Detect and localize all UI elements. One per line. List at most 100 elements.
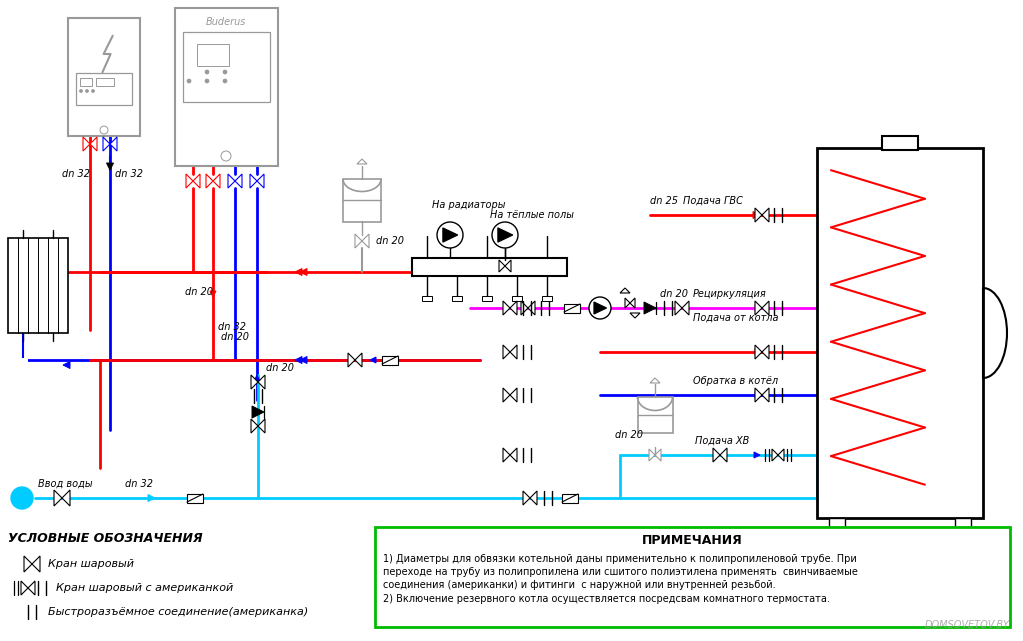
Text: dn 20: dn 20 [660, 289, 688, 299]
Polygon shape [28, 581, 35, 595]
Bar [512, 296, 522, 301]
Polygon shape [755, 392, 762, 399]
Polygon shape [362, 234, 369, 248]
Bar [68, 18, 140, 136]
Bar [197, 44, 229, 66]
Polygon shape [762, 301, 769, 315]
Text: На тёплые полы: На тёплые полы [490, 210, 574, 220]
Circle shape [589, 297, 611, 319]
Polygon shape [110, 137, 117, 151]
Bar [882, 136, 918, 150]
Bar [542, 296, 552, 301]
Polygon shape [762, 208, 769, 222]
Polygon shape [83, 137, 90, 151]
Bar [76, 73, 132, 105]
Polygon shape [762, 388, 769, 402]
Text: dn 32: dn 32 [218, 322, 246, 332]
Polygon shape [295, 269, 302, 276]
Circle shape [205, 79, 209, 83]
Circle shape [86, 90, 89, 92]
Text: dn 20: dn 20 [376, 236, 404, 246]
Polygon shape [755, 349, 762, 356]
Polygon shape [720, 448, 727, 462]
Polygon shape [523, 491, 530, 505]
Polygon shape [54, 490, 62, 506]
Polygon shape [193, 174, 201, 188]
Polygon shape [630, 298, 635, 308]
Bar [955, 518, 971, 528]
Polygon shape [355, 353, 362, 367]
Polygon shape [355, 234, 362, 248]
Polygon shape [295, 356, 302, 363]
Text: Рециркуляция: Рециркуляция [693, 289, 767, 299]
Polygon shape [755, 304, 762, 312]
Text: dn 20: dn 20 [615, 430, 643, 440]
Text: Подача ХВ: Подача ХВ [695, 436, 750, 446]
Polygon shape [505, 260, 512, 272]
Polygon shape [258, 375, 265, 389]
Polygon shape [779, 449, 784, 461]
Polygon shape [503, 345, 510, 359]
Bar [175, 8, 278, 166]
Polygon shape [655, 449, 661, 461]
Polygon shape [630, 313, 640, 318]
Text: Обратка в котёл: Обратка в котёл [693, 376, 779, 386]
Text: 1) Диаметры для обвязки котельной даны применительно к полипропиленовой трубе. П: 1) Диаметры для обвязки котельной даны п… [383, 554, 856, 564]
Bar [375, 527, 1010, 627]
Bar [80, 78, 92, 86]
Polygon shape [254, 375, 260, 381]
Text: Buderus: Buderus [206, 17, 247, 27]
Text: Кран шаровый с американкой: Кран шаровый с американкой [56, 583, 233, 593]
Polygon shape [498, 228, 513, 242]
Text: Подача от котла: Подача от котла [693, 313, 779, 323]
Polygon shape [755, 345, 762, 359]
Polygon shape [755, 208, 762, 222]
Polygon shape [528, 301, 535, 315]
Polygon shape [682, 301, 690, 315]
Circle shape [221, 151, 231, 161]
Text: На радиаторы: На радиаторы [432, 200, 505, 210]
Bar [452, 296, 462, 301]
Polygon shape [24, 556, 32, 572]
Bar [382, 356, 398, 365]
Polygon shape [106, 163, 114, 170]
Polygon shape [530, 491, 537, 505]
Polygon shape [510, 388, 517, 402]
Bar [422, 296, 432, 301]
Circle shape [187, 79, 191, 83]
Circle shape [91, 90, 94, 92]
Bar [412, 258, 567, 276]
Circle shape [437, 222, 463, 248]
Bar [187, 494, 203, 503]
Text: Ввод воды: Ввод воды [38, 479, 93, 489]
Polygon shape [21, 581, 28, 595]
Polygon shape [510, 345, 517, 359]
Polygon shape [649, 449, 655, 461]
Text: dn 32: dn 32 [125, 479, 153, 489]
Polygon shape [521, 301, 528, 315]
Bar [562, 494, 578, 503]
Polygon shape [503, 388, 510, 402]
Polygon shape [348, 353, 355, 367]
Bar [482, 296, 492, 301]
Polygon shape [63, 362, 70, 369]
Polygon shape [713, 448, 720, 462]
Text: dn 32: dn 32 [62, 169, 90, 179]
Polygon shape [251, 375, 258, 389]
Bar [18, 358, 28, 362]
Polygon shape [251, 419, 258, 433]
Circle shape [205, 70, 209, 74]
Polygon shape [503, 448, 510, 462]
Polygon shape [210, 291, 216, 297]
Polygon shape [257, 174, 264, 188]
Polygon shape [755, 388, 762, 402]
Polygon shape [90, 137, 97, 151]
Bar [183, 32, 270, 102]
Polygon shape [103, 137, 110, 151]
Polygon shape [620, 288, 630, 293]
Circle shape [223, 79, 227, 83]
Text: Подача ГВС: Подача ГВС [683, 196, 743, 206]
Polygon shape [625, 298, 630, 308]
Circle shape [80, 90, 83, 92]
Text: Быстроразъёмное соединение(американка): Быстроразъёмное соединение(американка) [48, 607, 308, 617]
